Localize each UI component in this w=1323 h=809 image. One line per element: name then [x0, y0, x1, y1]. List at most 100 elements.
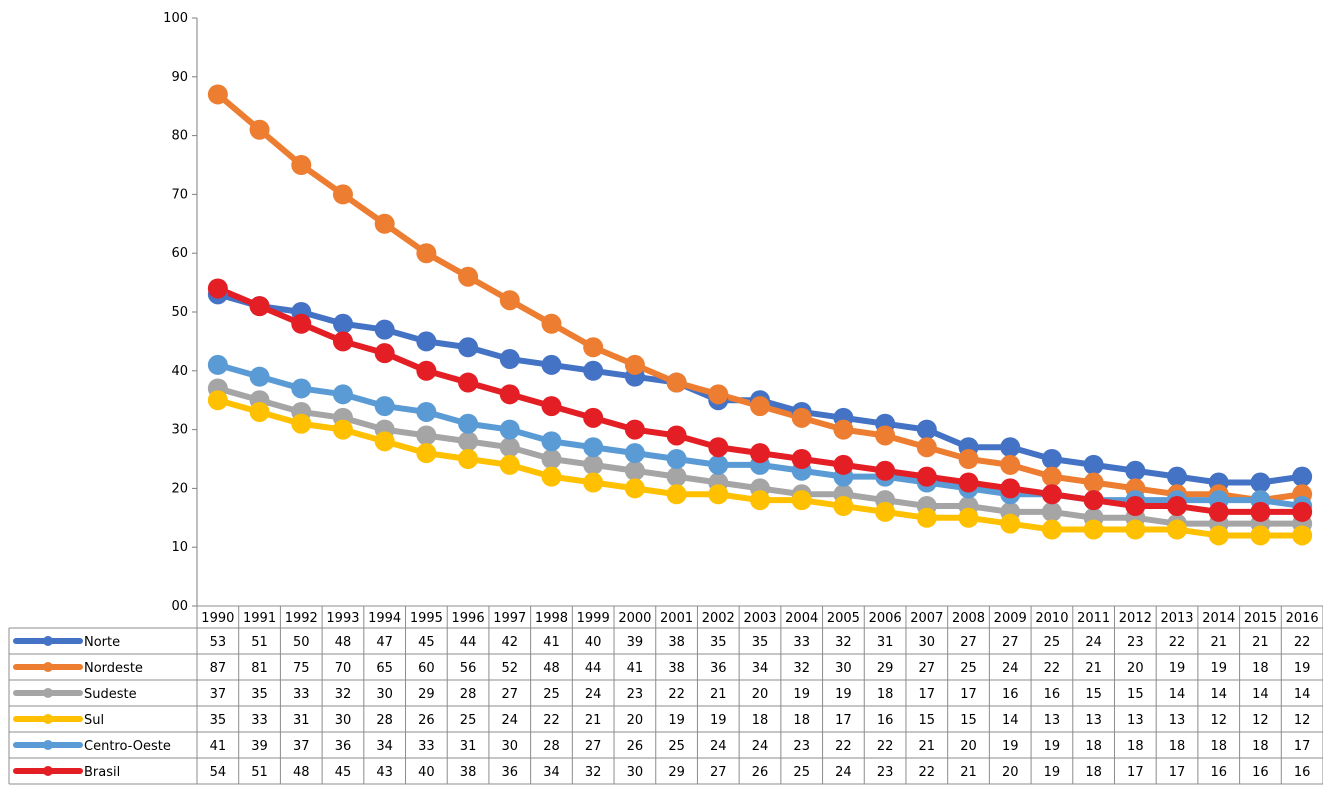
table-cell-value: 14 — [1294, 687, 1311, 702]
table-cell-value: 21 — [1085, 661, 1102, 676]
table-cell-value: 19 — [793, 687, 810, 702]
table-cell-value: 35 — [752, 635, 769, 650]
table-cell-value: 32 — [835, 635, 852, 650]
table-cell-value: 16 — [1252, 765, 1269, 780]
table-cell-value: 19 — [668, 713, 685, 728]
data-point — [916, 419, 937, 440]
data-point — [1083, 490, 1104, 511]
data-point — [332, 331, 353, 352]
data-point — [1167, 519, 1188, 540]
data-point — [458, 413, 479, 434]
data-point — [249, 401, 270, 422]
data-point — [1125, 460, 1146, 481]
table-cell-value: 32 — [793, 661, 810, 676]
data-point — [583, 472, 604, 493]
table-cell-value: 16 — [1294, 765, 1311, 780]
data-point — [207, 84, 228, 105]
table-cell-value: 15 — [1085, 687, 1102, 702]
data-point — [1125, 496, 1146, 517]
table-cell-value: 22 — [835, 739, 852, 754]
data-point — [458, 337, 479, 358]
data-point — [374, 213, 395, 234]
legend-key-marker — [43, 766, 53, 776]
x-tick-label: 1993 — [326, 611, 359, 626]
data-point — [958, 472, 979, 493]
table-cell-value: 13 — [1044, 713, 1061, 728]
table-cell-value: 36 — [710, 661, 727, 676]
table-cell-value: 27 — [960, 635, 977, 650]
data-point — [207, 390, 228, 411]
table-cell-value: 37 — [210, 687, 227, 702]
data-point — [1292, 501, 1313, 522]
table-cell-value: 39 — [251, 739, 268, 754]
legend-key-marker — [43, 688, 53, 698]
data-point — [958, 449, 979, 469]
data-point — [583, 407, 604, 428]
data-point — [833, 419, 854, 440]
table-cell-value: 18 — [877, 687, 894, 702]
table-cell-value: 20 — [960, 739, 977, 754]
table-cell-value: 36 — [335, 739, 352, 754]
x-tick-label: 2002 — [702, 611, 735, 626]
table-cell-value: 51 — [251, 765, 268, 780]
table-cell-value: 21 — [1252, 635, 1269, 650]
table-cell-value: 17 — [960, 687, 977, 702]
table-cell-value: 27 — [919, 661, 936, 676]
table-cell-value: 12 — [1252, 713, 1269, 728]
table-cell-value: 17 — [1127, 765, 1144, 780]
table-cell-value: 25 — [668, 739, 685, 754]
data-point — [750, 396, 770, 417]
table-cell-value: 29 — [877, 661, 894, 676]
table-cell-value: 17 — [835, 713, 852, 728]
data-point — [499, 384, 520, 405]
legend-label: Norte — [84, 635, 120, 650]
x-tick-label: 2012 — [1119, 611, 1152, 626]
data-point — [708, 437, 729, 458]
x-tick-label: 2006 — [869, 611, 902, 626]
table-cell-value: 18 — [793, 713, 810, 728]
table-cell-value: 50 — [293, 635, 310, 650]
data-point — [291, 378, 312, 399]
table-cell-value: 44 — [460, 635, 477, 650]
table-cell-value: 30 — [835, 661, 852, 676]
data-point — [541, 431, 562, 452]
table-cell-value: 24 — [1085, 635, 1102, 650]
data-point — [332, 184, 353, 205]
table-cell-value: 38 — [460, 765, 477, 780]
table-cell-value: 25 — [460, 713, 477, 728]
data-point — [1041, 501, 1062, 522]
x-tick-label: 2013 — [1160, 611, 1193, 626]
data-point — [791, 490, 812, 511]
table-cell-value: 23 — [627, 687, 644, 702]
data-point — [249, 366, 270, 387]
data-point — [291, 155, 312, 175]
table-cell-value: 48 — [335, 635, 352, 650]
data-point — [291, 313, 312, 334]
x-tick-label: 2014 — [1202, 611, 1235, 626]
data-point — [458, 372, 479, 393]
table-cell-value: 18 — [1085, 765, 1102, 780]
table-cell-value: 16 — [1002, 687, 1019, 702]
data-point — [583, 337, 604, 358]
data-point — [416, 331, 437, 352]
table-cell-value: 22 — [877, 739, 894, 754]
table-cell-value: 33 — [293, 687, 310, 702]
table-cell-value: 45 — [418, 635, 435, 650]
x-tick-label: 1990 — [201, 611, 234, 626]
data-point — [1167, 466, 1188, 487]
table-cell-value: 18 — [1252, 739, 1269, 754]
x-tick-label: 2009 — [994, 611, 1027, 626]
table-cell-value: 41 — [210, 739, 227, 754]
x-tick-label: 2000 — [618, 611, 651, 626]
data-point — [207, 354, 228, 375]
table-cell-value: 18 — [1169, 739, 1186, 754]
table-cell-value: 18 — [1085, 739, 1102, 754]
table-cell-value: 30 — [919, 635, 936, 650]
table-cell-value: 87 — [210, 661, 227, 676]
data-point — [1292, 466, 1313, 487]
table-cell-value: 33 — [793, 635, 810, 650]
table-cell-value: 30 — [335, 713, 352, 728]
legend-key-marker — [43, 714, 53, 724]
legend-label: Centro-Oeste — [84, 739, 171, 754]
table-cell-value: 14 — [1002, 713, 1019, 728]
